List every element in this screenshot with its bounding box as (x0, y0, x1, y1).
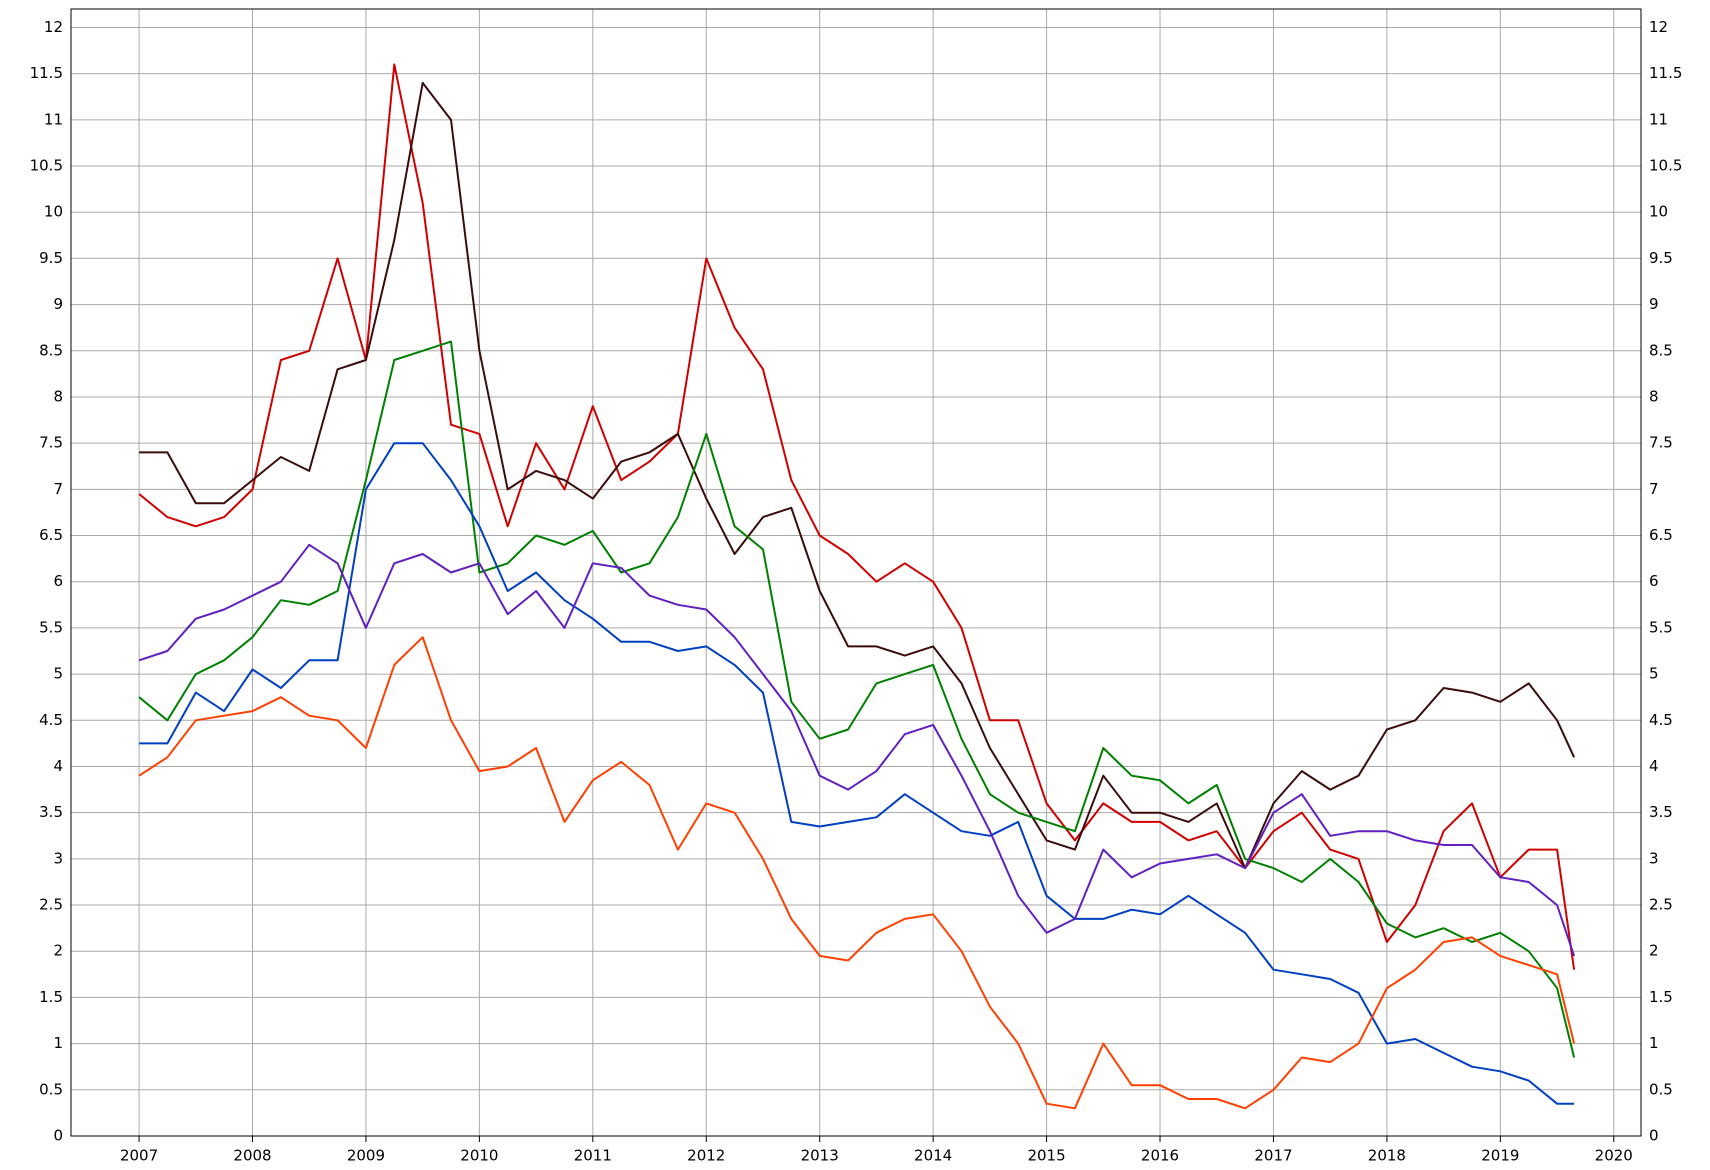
y2-tick-label: 11 (1649, 110, 1668, 128)
y-tick-label: 1.5 (39, 988, 63, 1006)
y2-tick-label: 7.5 (1649, 434, 1673, 452)
y-tick-label: 2 (53, 942, 63, 960)
y2-tick-label: 6.5 (1649, 526, 1673, 544)
series-line (138, 636, 1576, 1110)
y-tick-label: 4 (53, 757, 63, 775)
x-tick-label: 2015 (1027, 1147, 1065, 1165)
y2-tick-label: 1.5 (1649, 988, 1673, 1006)
y2-tick-label: 10 (1649, 203, 1668, 221)
y-tick-label: 5.5 (39, 618, 63, 636)
series-line (139, 81, 1576, 870)
y2-tick-label: 3.5 (1649, 803, 1673, 821)
y2-tick-label: 9 (1649, 295, 1659, 313)
series-line (138, 543, 1576, 957)
plot-frame (70, 8, 1642, 1137)
y-tick-label: 8 (53, 387, 63, 405)
x-tick-label: 2014 (914, 1147, 952, 1165)
y2-tick-label: 12 (1649, 18, 1668, 36)
y-tick-label: 9 (53, 295, 63, 313)
y-tick-label: 9.5 (39, 249, 63, 267)
x-tick-label: 2017 (1254, 1147, 1292, 1165)
y2-tick-label: 2.5 (1649, 896, 1673, 914)
x-tick-label: 2008 (233, 1147, 271, 1165)
x-tick-label: 2011 (574, 1147, 612, 1165)
y-tick-label: 6 (53, 572, 63, 590)
y2-tick-label: 8 (1649, 387, 1659, 405)
y2-tick-label: 0 (1649, 1127, 1659, 1145)
x-tick-label: 2009 (347, 1147, 385, 1165)
y2-tick-label: 5 (1649, 665, 1659, 683)
y-tick-label: 6.5 (39, 526, 63, 544)
series-line (139, 442, 1575, 1105)
y2-tick-label: 4.5 (1649, 711, 1673, 729)
y-tick-label: 0 (53, 1127, 63, 1145)
y-tick-label: 3.5 (39, 803, 63, 821)
x-tick-label: 2020 (1595, 1147, 1633, 1165)
y-tick-label: 4.5 (39, 711, 63, 729)
y-tick-label: 7 (53, 480, 63, 498)
y2-tick-label: 0.5 (1649, 1080, 1673, 1098)
y-tick-label: 0.5 (39, 1080, 63, 1098)
x-tick-label: 2018 (1368, 1147, 1406, 1165)
y-tick-label: 8.5 (39, 341, 63, 359)
y-tick-label: 11.5 (30, 64, 63, 82)
y2-tick-label: 6 (1649, 572, 1659, 590)
x-tick-label: 2007 (120, 1147, 158, 1165)
series-line (138, 63, 1576, 970)
y-tick-label: 5 (53, 665, 63, 683)
series-line (138, 340, 1576, 1058)
y2-tick-label: 3 (1649, 849, 1659, 867)
y-tick-label: 10.5 (30, 157, 63, 175)
y2-tick-label: 9.5 (1649, 249, 1673, 267)
x-tick-label: 2013 (801, 1147, 839, 1165)
x-tick-label: 2012 (687, 1147, 725, 1165)
x-tick-label: 2016 (1141, 1147, 1179, 1165)
y2-tick-label: 4 (1649, 757, 1659, 775)
y2-tick-label: 5.5 (1649, 618, 1673, 636)
y-tick-label: 10 (44, 203, 63, 221)
y2-tick-label: 1 (1649, 1034, 1659, 1052)
x-tick-label: 2010 (460, 1147, 498, 1165)
y2-tick-label: 10.5 (1649, 157, 1682, 175)
y-tick-label: 3 (53, 849, 63, 867)
x-tick-label: 2019 (1481, 1147, 1519, 1165)
y2-tick-label: 8.5 (1649, 341, 1673, 359)
y-tick-label: 2.5 (39, 896, 63, 914)
y-tick-label: 12 (44, 18, 63, 36)
y2-tick-label: 11.5 (1649, 64, 1682, 82)
y-tick-label: 7.5 (39, 434, 63, 452)
y2-tick-label: 7 (1649, 480, 1659, 498)
y-tick-label: 1 (53, 1034, 63, 1052)
y2-tick-label: 2 (1649, 942, 1659, 960)
y-tick-label: 11 (44, 110, 63, 128)
